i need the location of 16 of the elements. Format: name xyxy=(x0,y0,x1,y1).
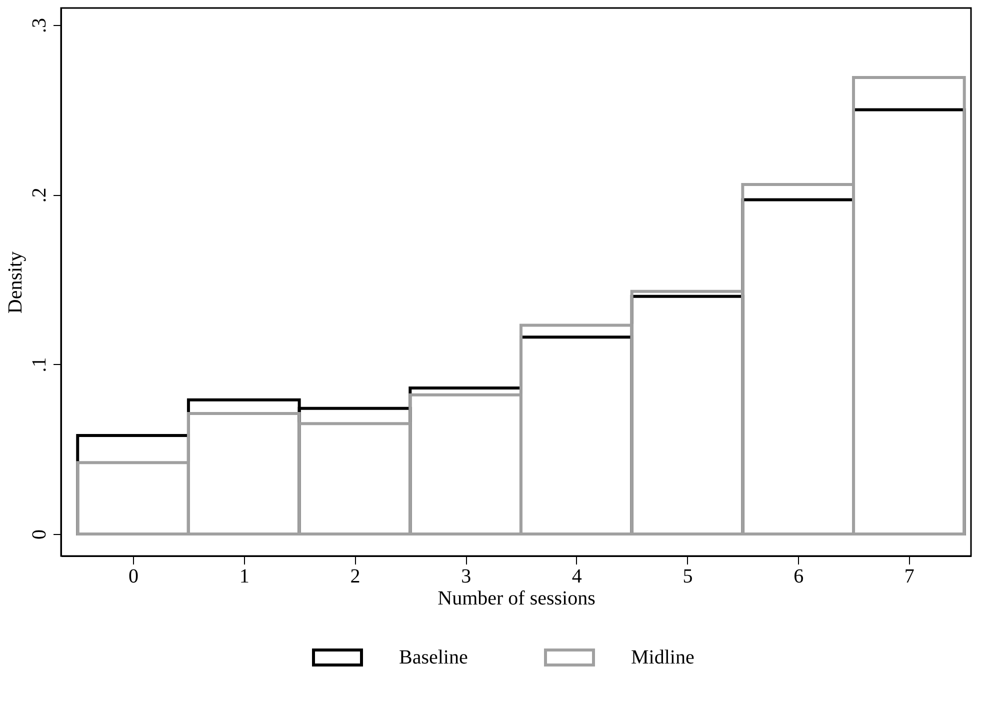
x-tick-label: 3 xyxy=(461,566,472,588)
legend-label: Baseline xyxy=(399,646,468,668)
x-tick-label: 4 xyxy=(572,566,582,588)
y-tick-label: .3 xyxy=(28,18,50,33)
x-tick-label: 2 xyxy=(350,566,360,588)
x-tick-label: 1 xyxy=(239,566,250,588)
x-axis-title: Number of sessions xyxy=(438,588,596,610)
y-tick-label: .2 xyxy=(28,188,50,203)
y-axis-title: Density xyxy=(4,251,26,314)
legend-label: Midline xyxy=(631,646,694,668)
x-tick-label: 6 xyxy=(794,566,804,588)
x-tick-label: 7 xyxy=(904,566,914,588)
y-tick-label: 0 xyxy=(28,529,50,540)
x-tick-label: 5 xyxy=(682,566,693,588)
y-tick-label: .1 xyxy=(28,357,50,372)
x-tick-label: 0 xyxy=(128,566,139,588)
